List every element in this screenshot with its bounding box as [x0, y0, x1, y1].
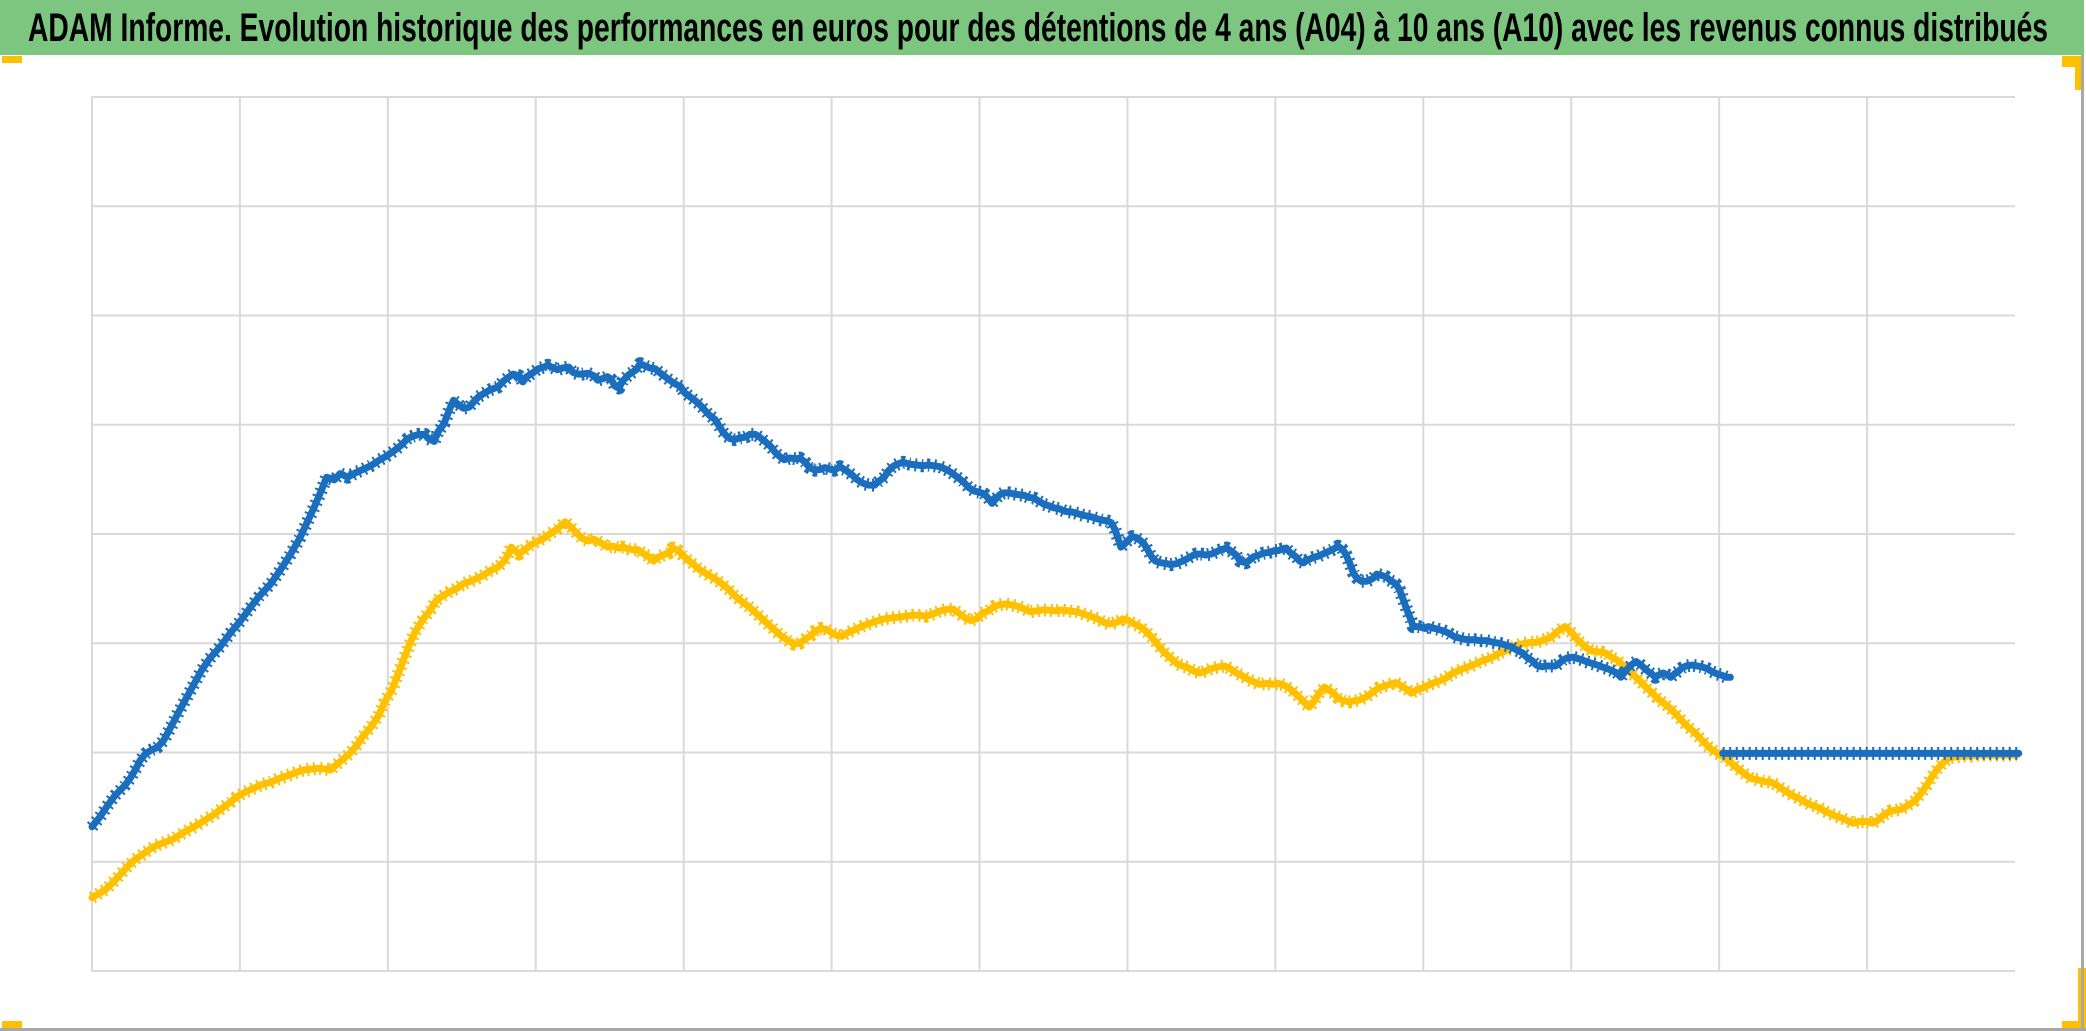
title-svg: ADAM Informe. Evolution historique des p… — [28, 6, 2048, 50]
header-bar: ADAM Informe. Evolution historique des p… — [0, 0, 2084, 55]
corner-mark-top-right-stub — [2075, 56, 2084, 90]
corner-mark-bottom-left — [2, 1021, 22, 1029]
corner-mark-top-right-bar — [2062, 56, 2084, 67]
corner-mark-top-left — [2, 56, 22, 63]
blue-line — [88, 360, 1734, 831]
corner-mark-top-right — [2062, 56, 2084, 90]
chart-series — [86, 357, 2023, 904]
blue-line-markers — [86, 357, 1733, 831]
chart-gridlines — [91, 96, 2015, 972]
window-bottom-border — [0, 1028, 2086, 1031]
corner-mark-bottom-right-bar — [2062, 1021, 2086, 1030]
gold-line — [88, 518, 2021, 902]
window-right-border — [2081, 55, 2084, 1031]
page-title: ADAM Informe. Evolution historique des p… — [28, 6, 2048, 50]
